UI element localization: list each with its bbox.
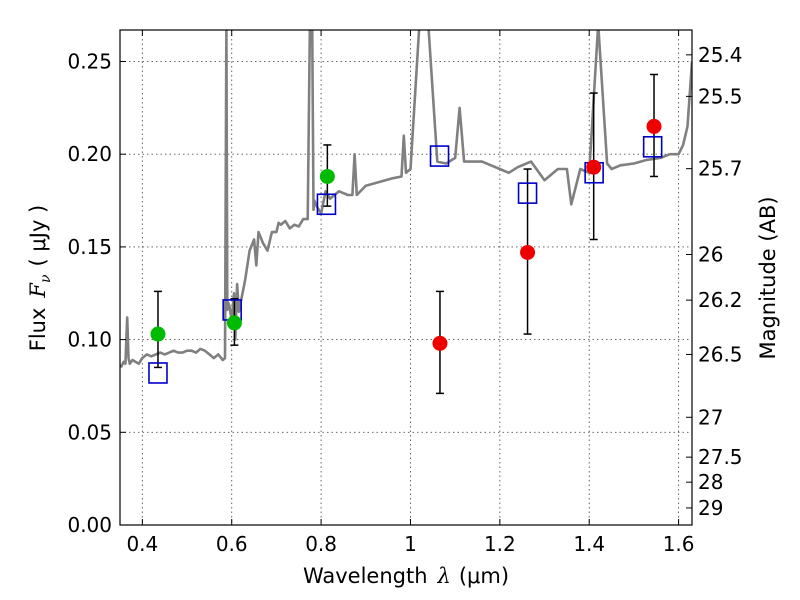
detection-point-red xyxy=(520,244,536,260)
y-tick-label: 0.00 xyxy=(67,513,112,537)
magnitude-tick-label: 27.5 xyxy=(698,445,743,469)
synthetic-photometry-square xyxy=(517,182,538,204)
magnitude-tick-label: 29 xyxy=(698,496,723,520)
synthetic-photometry-square xyxy=(148,362,168,384)
x-axis-label: Wavelength λ (μm) xyxy=(303,564,509,588)
detection-point-green xyxy=(319,168,335,184)
y-tick-label: 0.25 xyxy=(67,50,112,74)
plot-frame xyxy=(119,29,693,526)
x-tick-label: 1.4 xyxy=(573,532,605,556)
magnitude-axis-label: Magnitude (AB) xyxy=(756,196,780,359)
axis-ticks: 0.4 0.6 0.8 1 1.2 1.4 1.6 0.00 0.05 0.10 0.15 0.20 0… xyxy=(67,30,743,556)
magnitude-tick-label: 26.5 xyxy=(698,342,743,366)
detection-point-red xyxy=(586,159,602,175)
x-tick-label: 0.4 xyxy=(126,532,158,556)
magnitude-tick-label: 25.7 xyxy=(698,157,743,181)
magnitude-tick-label: 25.4 xyxy=(698,43,743,67)
magnitude-tick-label: 26 xyxy=(698,243,723,267)
y-tick-label: 0.20 xyxy=(67,142,112,166)
marker-layer xyxy=(148,118,663,384)
detection-point-red xyxy=(432,335,448,351)
synthetic-photometry-square xyxy=(642,135,663,158)
magnitude-tick-label: 25.5 xyxy=(698,84,743,108)
detection-point-green xyxy=(150,326,166,342)
detection-point-red xyxy=(646,118,662,134)
y-axis-label: FluxFν( μJy ) xyxy=(26,205,54,351)
y-tick-label: 0.15 xyxy=(67,235,112,259)
synthetic-photometry-square xyxy=(429,145,450,167)
y-tick-label: 0.05 xyxy=(67,420,112,444)
magnitude-tick-label: 26.2 xyxy=(698,288,743,312)
x-tick-label: 1 xyxy=(404,532,417,556)
magnitude-tick-label: 28 xyxy=(698,470,723,494)
detection-point-green xyxy=(226,315,242,331)
model-spectrum-line xyxy=(120,30,692,368)
magnitude-tick-label: 27 xyxy=(698,405,723,429)
x-tick-label: 0.6 xyxy=(216,532,248,556)
x-tick-label: 1.6 xyxy=(663,532,695,556)
x-tick-label: 1.2 xyxy=(484,532,516,556)
y-tick-label: 0.10 xyxy=(67,328,112,352)
synthetic-photometry-square xyxy=(316,193,337,216)
model-spectrum-layer xyxy=(120,30,692,368)
x-tick-label: 0.8 xyxy=(305,532,337,556)
